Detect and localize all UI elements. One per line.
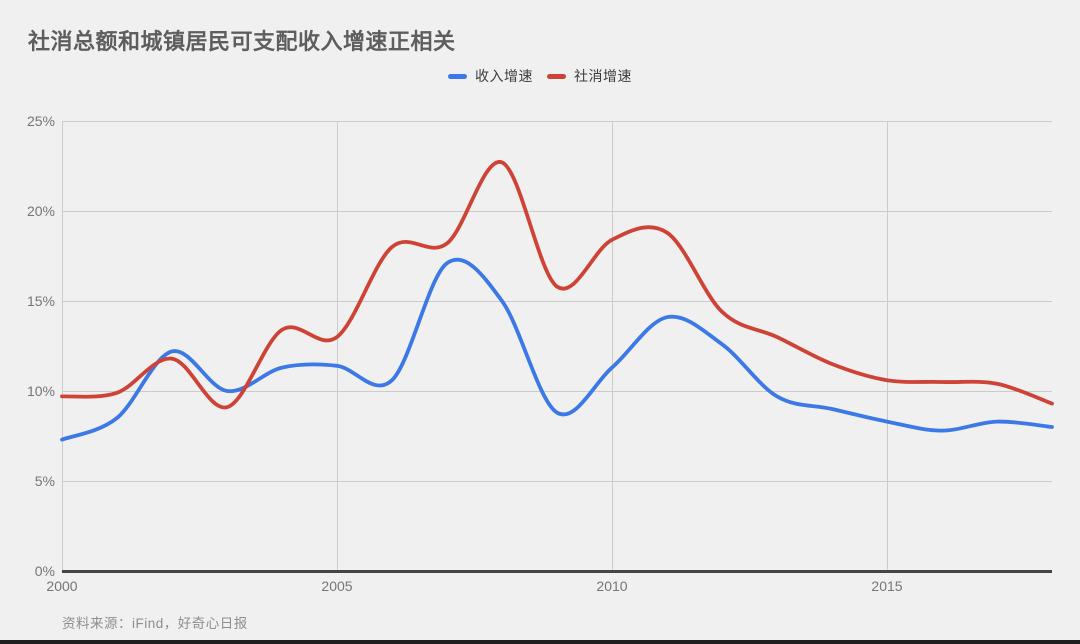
x-gridline-2015 (886, 121, 888, 571)
legend-item-income: 收入增速 (448, 66, 533, 86)
x-tick-label-2010: 2010 (596, 578, 628, 594)
retail-series-swatch (547, 73, 566, 79)
x-tick-label-2000: 2000 (46, 578, 78, 594)
y-tick-label-10: 10% (26, 383, 55, 399)
y-gridline-5 (62, 480, 1052, 482)
y-tick-label-0: 0% (34, 563, 55, 579)
y-gridline-15 (62, 300, 1052, 302)
legend-label-income: 收入增速 (475, 68, 533, 84)
series-line-社消增速 (60, 160, 1054, 410)
x-gridline-2010 (611, 121, 613, 571)
x-axis-line (62, 570, 1052, 573)
y-tick-label-5: 5% (34, 473, 55, 489)
y-gridline-20 (62, 210, 1052, 212)
chart-title: 社消总额和城镇居民可支配收入增速正相关 (28, 29, 456, 54)
legend-item-retail: 社消增速 (547, 66, 632, 86)
x-gridline-2000 (61, 121, 63, 571)
x-tick-label-2005: 2005 (321, 578, 353, 594)
x-gridline-2005 (336, 121, 338, 571)
series-line-收入增速 (60, 257, 1054, 442)
source-note: 资料来源：iFind，好奇心日报 (62, 616, 248, 631)
y-tick-label-25: 25% (26, 113, 55, 129)
legend: 收入增速 社消增速 (0, 66, 1080, 86)
bottom-bar (0, 640, 1080, 644)
y-gridline-10 (62, 390, 1052, 392)
legend-label-retail: 社消增速 (574, 68, 632, 84)
income-series-swatch (448, 73, 467, 79)
y-gridline-25 (62, 120, 1052, 122)
y-tick-label-15: 15% (26, 293, 55, 309)
x-tick-label-2015: 2015 (871, 578, 903, 594)
y-tick-label-20: 20% (26, 203, 55, 219)
